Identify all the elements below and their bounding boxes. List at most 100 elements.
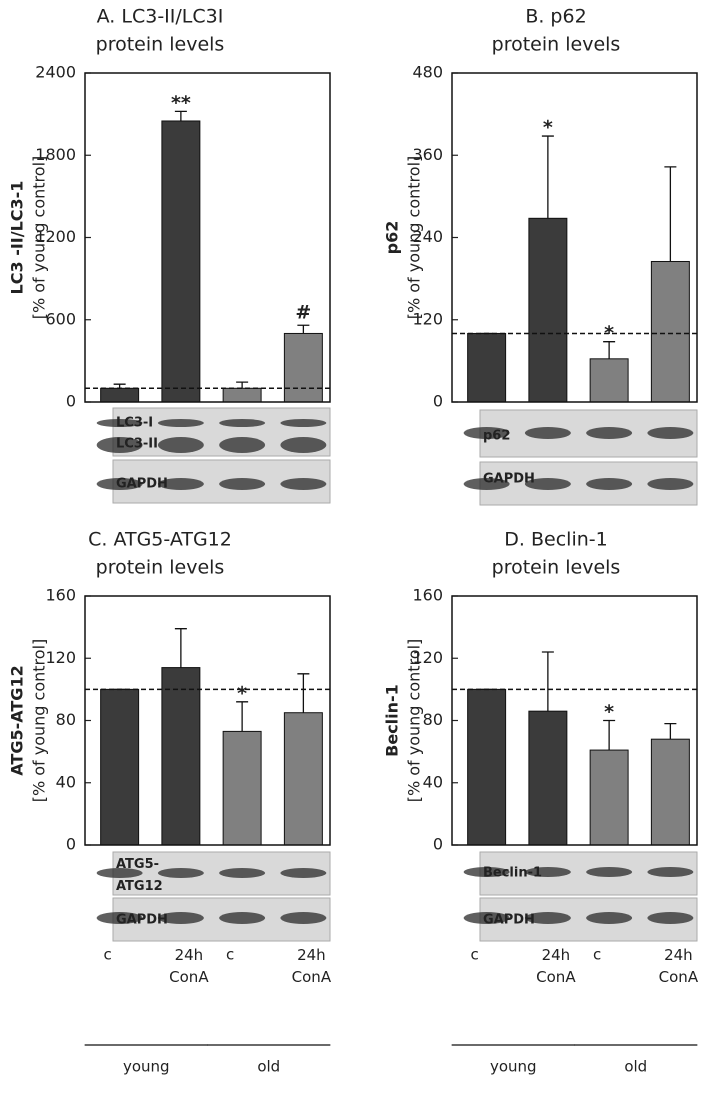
chart-title: protein levels bbox=[492, 34, 621, 56]
plot-frame bbox=[451, 595, 698, 846]
blot-label: GAPDH bbox=[116, 477, 168, 492]
plot-frame bbox=[451, 72, 698, 403]
y-tick-label: 0 bbox=[66, 392, 76, 411]
blot-band bbox=[280, 912, 327, 924]
y-tick-label: 240 bbox=[412, 227, 443, 246]
y-axis-subtitle: [% of young control] bbox=[30, 156, 49, 320]
blot-band bbox=[280, 478, 327, 490]
blot-label: Beclin-1 bbox=[483, 866, 542, 881]
blot-band bbox=[463, 478, 510, 490]
error-bar bbox=[297, 324, 310, 334]
blot-band bbox=[647, 478, 694, 490]
blot-band bbox=[524, 427, 571, 439]
bar bbox=[283, 712, 323, 846]
significance-mark: * bbox=[237, 682, 247, 704]
blot-band bbox=[524, 867, 571, 877]
x-tick-label: 24h ConA bbox=[536, 946, 576, 986]
y-axis-subtitle: [% of young control] bbox=[30, 639, 49, 803]
group-label: old bbox=[257, 1058, 280, 1076]
chart-title: A. LC3-II/LC3I bbox=[97, 6, 224, 28]
blot-band bbox=[463, 912, 510, 924]
error-bar bbox=[541, 651, 554, 712]
y-tick-label: 80 bbox=[56, 710, 76, 729]
y-tick-label: 160 bbox=[412, 586, 443, 605]
blot-band bbox=[463, 867, 510, 877]
blot-band bbox=[157, 419, 204, 427]
y-tick-label: 1800 bbox=[35, 145, 76, 164]
bar bbox=[222, 730, 262, 846]
y-tick-label: 1200 bbox=[35, 227, 76, 246]
chart-title: B. p62 bbox=[525, 6, 586, 28]
blot-band bbox=[219, 437, 266, 453]
blot-band bbox=[157, 868, 204, 878]
blot-label: GAPDH bbox=[483, 913, 535, 928]
bar bbox=[650, 260, 690, 403]
significance-mark: * bbox=[543, 117, 553, 139]
blot-band bbox=[647, 427, 694, 439]
x-tick-label: 24h ConA bbox=[659, 946, 699, 986]
blot-band bbox=[647, 867, 694, 877]
error-bar bbox=[541, 135, 554, 219]
error-bar bbox=[174, 110, 187, 121]
y-tick-label: 0 bbox=[433, 835, 443, 854]
bar bbox=[528, 710, 568, 846]
blot-band bbox=[586, 427, 633, 439]
x-tick-label: c bbox=[104, 946, 112, 964]
blot-band bbox=[96, 478, 143, 490]
y-tick-label: 80 bbox=[423, 710, 443, 729]
y-axis-subtitle: [% of young control] bbox=[405, 639, 424, 803]
blot-label: GAPDH bbox=[116, 913, 168, 928]
blot-band bbox=[463, 427, 510, 439]
group-label: young bbox=[123, 1058, 170, 1076]
bar bbox=[589, 749, 629, 846]
y-axis-title: Beclin-1 bbox=[383, 684, 402, 757]
y-tick-label: 2400 bbox=[35, 63, 76, 82]
plot-frame bbox=[84, 595, 331, 846]
bar bbox=[100, 688, 140, 846]
bar bbox=[222, 387, 262, 403]
blot-band bbox=[280, 868, 327, 878]
blot-band bbox=[219, 912, 266, 924]
blot-band bbox=[586, 912, 633, 924]
blot-band bbox=[586, 867, 633, 877]
blot-band bbox=[280, 419, 327, 427]
chart-title: D. Beclin-1 bbox=[504, 529, 607, 551]
blot-band bbox=[157, 912, 204, 924]
significance-mark: # bbox=[295, 302, 311, 324]
blot-band bbox=[219, 419, 266, 427]
bar bbox=[100, 387, 140, 403]
blot-band bbox=[586, 478, 633, 490]
blot-band bbox=[96, 437, 143, 453]
chart-title: protein levels bbox=[96, 557, 225, 579]
y-tick-label: 160 bbox=[45, 586, 76, 605]
y-axis-subtitle: [% of young control] bbox=[405, 156, 424, 320]
blot-band bbox=[280, 437, 327, 453]
bar bbox=[650, 738, 690, 846]
error-bar bbox=[236, 701, 249, 732]
blot-band bbox=[524, 478, 571, 490]
bar bbox=[528, 217, 568, 403]
y-tick-label: 40 bbox=[56, 772, 76, 791]
x-tick-label: c bbox=[471, 946, 479, 964]
blot-band bbox=[96, 912, 143, 924]
bar bbox=[467, 688, 507, 846]
error-bar bbox=[603, 719, 616, 751]
blot-label: LC3-I bbox=[116, 416, 153, 431]
blot-label: LC3-II bbox=[116, 437, 158, 452]
bar bbox=[161, 667, 201, 846]
y-axis-title: p62 bbox=[383, 221, 402, 255]
blot-band bbox=[219, 478, 266, 490]
plot-frame bbox=[84, 72, 331, 403]
y-axis-title: ATG5-ATG12 bbox=[8, 665, 27, 775]
significance-mark: * bbox=[604, 701, 614, 723]
blot-band bbox=[157, 437, 204, 453]
x-tick-label: c bbox=[593, 946, 601, 964]
error-bar bbox=[603, 341, 616, 359]
y-axis-title: LC3 -II/LC3-1 bbox=[8, 181, 27, 295]
blot-label: GAPDH bbox=[483, 472, 535, 487]
chart-title: protein levels bbox=[492, 557, 621, 579]
y-tick-label: 0 bbox=[66, 835, 76, 854]
y-tick-label: 0 bbox=[433, 392, 443, 411]
y-tick-label: 120 bbox=[45, 648, 76, 667]
